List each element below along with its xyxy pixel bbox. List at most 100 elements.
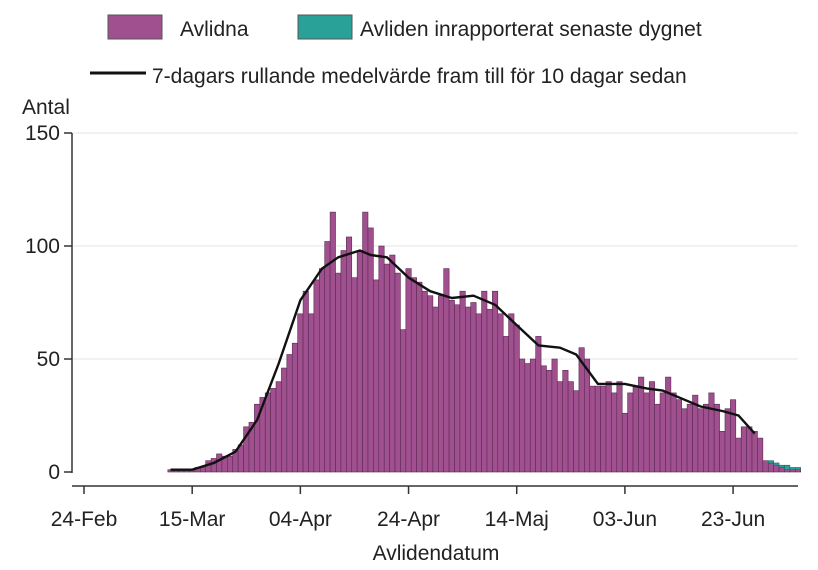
bar: [237, 444, 244, 473]
bar: [513, 324, 520, 473]
bar: [746, 426, 753, 473]
bar: [465, 306, 472, 473]
bar: [335, 272, 342, 473]
bars: [167, 211, 802, 473]
new-bar: [767, 460, 774, 464]
bar: [427, 295, 434, 473]
bar: [632, 385, 639, 473]
bar: [654, 403, 661, 473]
bar: [270, 388, 277, 473]
new-bar: [794, 467, 802, 471]
bar: [719, 431, 726, 473]
x-tick-label: 03-Jun: [593, 508, 657, 531]
x-tick-label: 14-Maj: [485, 508, 549, 531]
bar: [778, 467, 785, 473]
bar: [481, 290, 488, 473]
bar: [638, 376, 645, 473]
bar: [540, 365, 547, 473]
legend-swatch-new: [297, 14, 353, 40]
x-axis-title: Avlidendatum: [373, 542, 500, 565]
bar: [405, 268, 412, 473]
bar: [697, 408, 704, 473]
bar: [659, 392, 666, 473]
legend-swatch-avlidna: [107, 14, 163, 40]
bar: [529, 358, 536, 473]
bar: [291, 342, 298, 473]
bar: [546, 369, 553, 473]
bar: [713, 403, 720, 473]
bar: [562, 369, 569, 473]
bar: [286, 354, 293, 473]
bar: [767, 462, 774, 473]
bar: [227, 455, 234, 473]
bar: [735, 437, 742, 473]
bar: [281, 367, 288, 473]
bar: [340, 250, 347, 473]
bar: [524, 363, 531, 473]
bar: [443, 268, 450, 473]
bar: [502, 336, 509, 473]
bar: [730, 399, 737, 473]
bar: [789, 469, 796, 473]
bar: [210, 458, 217, 473]
bar: [275, 381, 282, 473]
bar: [356, 250, 363, 473]
y-tick-label: 0: [48, 461, 60, 484]
bar: [454, 304, 461, 473]
bar: [692, 394, 699, 473]
bar: [556, 381, 564, 473]
bar: [670, 392, 677, 473]
bar: [216, 453, 223, 473]
bar: [605, 381, 612, 473]
bar: [627, 392, 634, 473]
bar: [432, 306, 439, 473]
bar: [584, 358, 591, 473]
rolling-average-line: [170, 249, 756, 471]
bar: [643, 392, 650, 473]
y-ticks: 0 50 100 150: [25, 122, 72, 484]
bar: [351, 277, 358, 473]
bar: [367, 227, 374, 473]
bar: [486, 308, 493, 473]
legend-label-avlidna: Avlidna: [180, 18, 249, 41]
x-tick-label: 24-Apr: [377, 508, 440, 531]
bar: [751, 431, 758, 473]
legend-label-avg: 7-dagars rullande medelvärde fram till f…: [152, 65, 687, 88]
bar: [400, 329, 407, 473]
bar: [573, 390, 580, 473]
bar: [394, 272, 401, 473]
bar: [373, 279, 380, 473]
bar: [703, 403, 710, 473]
bar: [308, 313, 315, 473]
y-tick-label: 100: [25, 235, 60, 258]
bar: [329, 211, 336, 473]
bar: [519, 358, 526, 473]
x-tick-label: 04-Apr: [269, 508, 332, 531]
bar: [389, 254, 396, 473]
bar: [621, 412, 628, 473]
bar: [324, 241, 331, 473]
bar: [535, 336, 542, 473]
bar: [757, 437, 764, 473]
bar: [708, 392, 715, 473]
bar: [681, 408, 688, 473]
bar: [459, 290, 466, 473]
y-axis-title: Antal: [22, 96, 70, 119]
legend: Avlidna Avliden inrapporterat senaste dy…: [90, 14, 702, 88]
bar: [762, 460, 769, 473]
bar: [302, 290, 309, 473]
bar: [600, 385, 607, 473]
bar: [346, 236, 353, 473]
bar: [492, 290, 499, 473]
x-ticks: 24-Feb 15-Mar 04-Apr 24-Apr 14-Maj 03-Jun 23-J…: [51, 486, 765, 531]
new-bar: [773, 462, 780, 466]
bar: [470, 302, 477, 473]
y-tick-label: 50: [37, 348, 60, 371]
bar: [264, 392, 271, 473]
bar: [794, 469, 802, 473]
x-tick-label: 23-Jun: [701, 508, 765, 531]
bar: [567, 381, 574, 473]
bar: [508, 313, 515, 473]
bar: [416, 281, 423, 473]
